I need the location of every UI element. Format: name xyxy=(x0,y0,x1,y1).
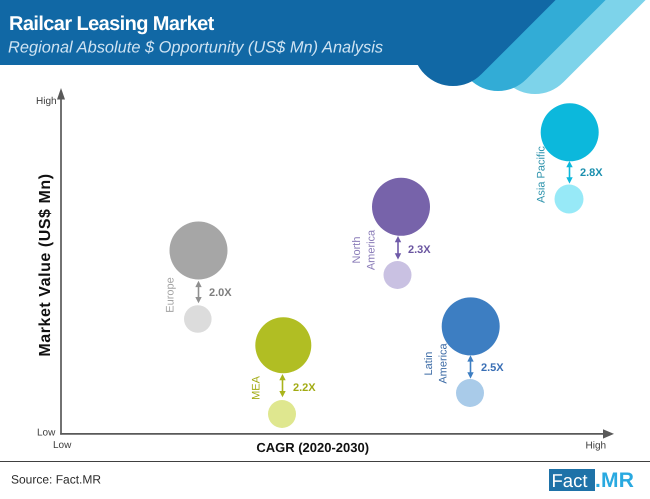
svg-text:Source: Fact.MR: Source: Fact.MR xyxy=(11,473,101,487)
svg-text:Railcar Leasing Market: Railcar Leasing Market xyxy=(9,13,215,35)
svg-text:CAGR (2020-2030): CAGR (2020-2030) xyxy=(256,440,369,455)
svg-text:High: High xyxy=(586,441,607,452)
svg-text:2.3X: 2.3X xyxy=(408,244,431,256)
svg-text:MEA: MEA xyxy=(251,375,263,400)
svg-text:Latin: Latin xyxy=(423,352,435,376)
svg-text:Regional Absolute $ Opportunit: Regional Absolute $ Opportunity (US$ Mn)… xyxy=(8,39,383,57)
svg-text:Fact: Fact xyxy=(552,470,588,491)
svg-text:2.8X: 2.8X xyxy=(580,167,603,179)
svg-text:Europe: Europe xyxy=(165,277,177,312)
svg-text:High: High xyxy=(36,96,57,107)
svg-text:America: America xyxy=(366,229,378,270)
svg-text:Asia Pacific: Asia Pacific xyxy=(536,146,548,203)
svg-text:Low: Low xyxy=(37,428,56,439)
svg-text:2.0X: 2.0X xyxy=(209,287,232,299)
svg-text:America: America xyxy=(438,342,450,383)
svg-text:2.2X: 2.2X xyxy=(293,382,316,394)
svg-text:.MR: .MR xyxy=(595,469,634,492)
svg-text:Low: Low xyxy=(53,440,72,451)
svg-text:2.5X: 2.5X xyxy=(481,362,504,374)
svg-text:Market Value (US$ Mn): Market Value (US$ Mn) xyxy=(37,173,54,356)
svg-text:North: North xyxy=(351,237,363,264)
